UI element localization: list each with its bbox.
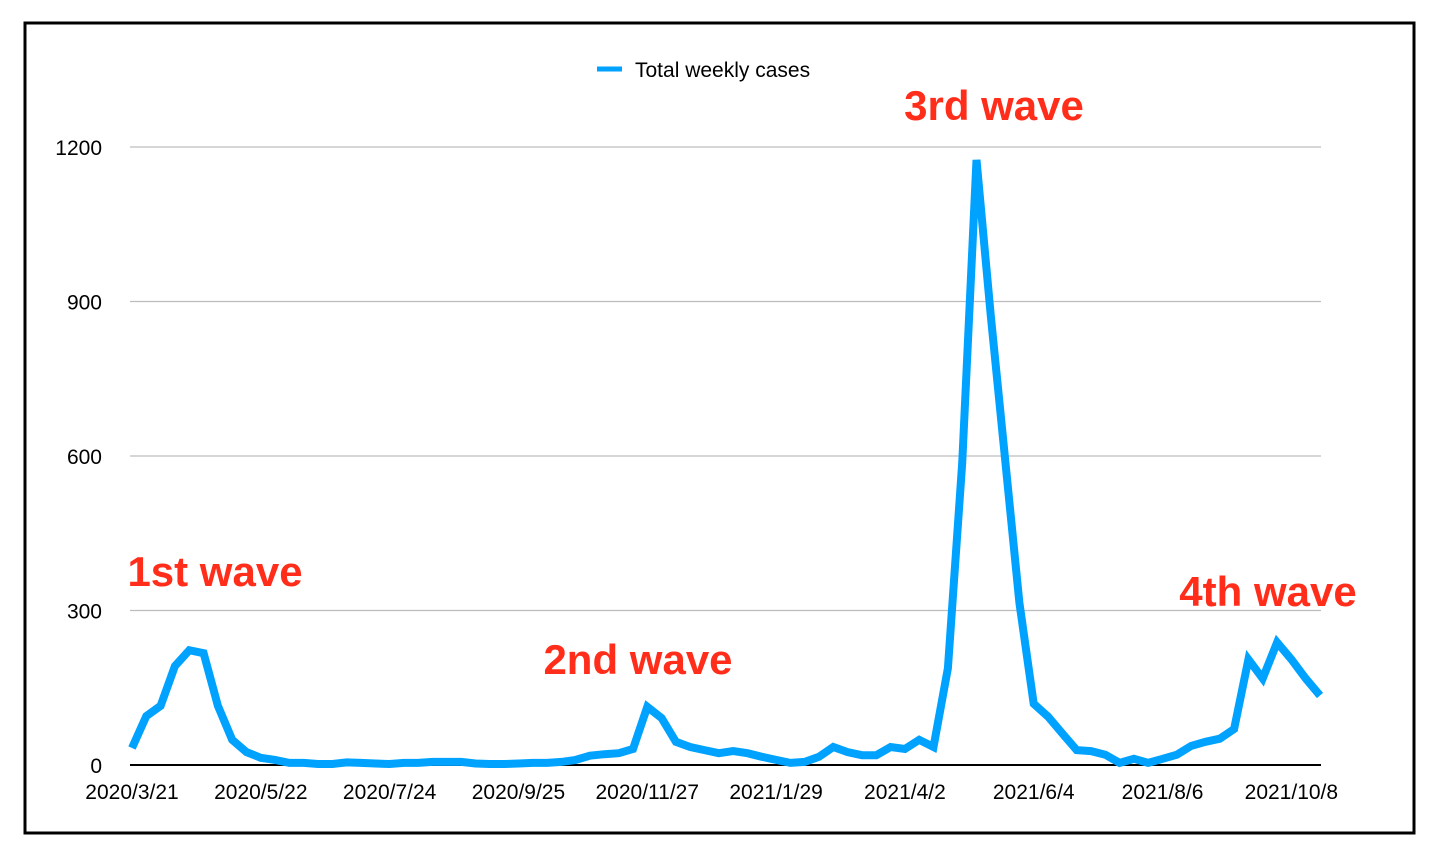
x-tick-label: 2021/1/29 (729, 781, 822, 804)
x-tick-label: 2020/11/27 (596, 781, 700, 804)
y-tick-label: 0 (90, 755, 102, 778)
chart-frame (23, 21, 1416, 835)
series-line-total-weekly-cases (128, 159, 1324, 769)
x-axis-ticks: 2020/3/21 2020/5/22 2020/7/24 2020/9/25 2020… (85, 781, 1338, 804)
legend-label: Total weekly cases (635, 59, 810, 82)
gridlines (130, 146, 1321, 612)
annotation-4th-wave: 4th wave (1179, 568, 1356, 615)
x-tick-label: 2021/6/4 (993, 781, 1075, 804)
annotation-3rd-wave: 3rd wave (904, 82, 1084, 129)
annotation-1st-wave: 1st wave (127, 548, 302, 595)
y-tick-label: 300 (67, 601, 102, 624)
x-tick-label: 2020/7/24 (343, 781, 437, 804)
x-tick-label: 2021/8/6 (1122, 781, 1204, 804)
y-axis-ticks: 0 300 600 900 1200 (55, 137, 102, 778)
x-tick-label: 2020/9/25 (472, 781, 565, 804)
x-tick-label: 2021/10/8 (1245, 781, 1338, 804)
legend: Total weekly cases (597, 59, 810, 82)
x-tick-label: 2021/4/2 (864, 781, 946, 804)
y-tick-label: 600 (67, 446, 102, 469)
y-tick-label: 900 (67, 292, 102, 315)
x-tick-label: 2020/5/22 (214, 781, 307, 804)
y-tick-label: 1200 (55, 137, 102, 160)
series-layer (128, 159, 1324, 769)
x-tick-label: 2020/3/21 (85, 781, 178, 804)
annotation-2nd-wave: 2nd wave (543, 636, 732, 683)
